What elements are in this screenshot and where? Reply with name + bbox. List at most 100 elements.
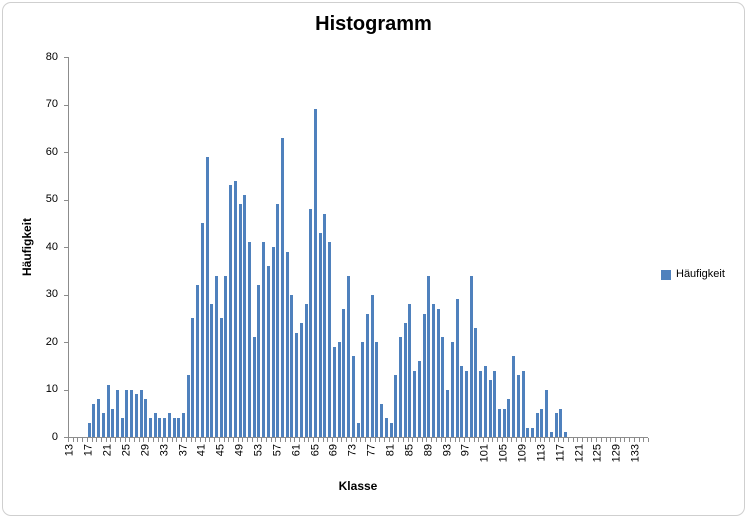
bar[interactable] (493, 370, 497, 437)
bar[interactable] (398, 337, 402, 437)
bar[interactable] (389, 422, 393, 437)
bar[interactable] (417, 361, 421, 437)
bar[interactable] (229, 185, 233, 437)
bar[interactable] (196, 285, 200, 437)
y-axis-title[interactable]: Häufigkeit (20, 217, 34, 277)
bar[interactable] (516, 375, 520, 437)
bar[interactable] (248, 242, 252, 437)
bar[interactable] (177, 418, 181, 437)
bar[interactable] (149, 418, 153, 437)
bar[interactable] (238, 204, 242, 437)
bar[interactable] (205, 156, 209, 437)
bar[interactable] (243, 194, 247, 437)
bar[interactable] (483, 365, 487, 437)
bar[interactable] (153, 413, 157, 437)
bar[interactable] (219, 318, 223, 437)
bar[interactable] (464, 370, 468, 437)
bar[interactable] (431, 304, 435, 437)
bar[interactable] (304, 304, 308, 437)
bar[interactable] (450, 342, 454, 437)
bar[interactable] (507, 399, 511, 437)
bar[interactable] (111, 408, 115, 437)
bar[interactable] (309, 209, 313, 437)
bar[interactable] (427, 275, 431, 437)
bar[interactable] (116, 389, 119, 437)
bar[interactable] (144, 399, 148, 437)
bar[interactable] (384, 418, 388, 437)
legend[interactable]: Häufigkeit (661, 268, 725, 281)
bar[interactable] (92, 403, 96, 437)
bar[interactable] (285, 251, 289, 437)
bar[interactable] (139, 389, 143, 437)
bar[interactable] (323, 213, 327, 437)
bar[interactable] (530, 427, 534, 437)
bar[interactable] (186, 375, 190, 437)
bar[interactable] (318, 232, 322, 437)
bar[interactable] (167, 413, 171, 437)
bar[interactable] (370, 294, 374, 437)
chart-title[interactable]: Histogramm (315, 13, 432, 35)
bar[interactable] (455, 299, 459, 437)
bar[interactable] (422, 313, 426, 437)
bar[interactable] (441, 337, 445, 437)
bar[interactable] (182, 413, 186, 437)
bar[interactable] (521, 370, 525, 437)
bar[interactable] (337, 342, 341, 437)
bar[interactable] (101, 413, 105, 437)
bar[interactable] (413, 370, 417, 437)
bar[interactable] (342, 308, 346, 437)
bar[interactable] (210, 304, 214, 437)
bar[interactable] (106, 384, 110, 437)
bar[interactable] (502, 408, 506, 437)
bar[interactable] (559, 408, 563, 437)
bar[interactable] (408, 304, 412, 437)
bar[interactable] (446, 389, 450, 437)
bar[interactable] (361, 342, 365, 437)
bar[interactable] (535, 413, 539, 437)
bar[interactable] (365, 313, 369, 437)
bar[interactable] (563, 432, 567, 437)
bar[interactable] (215, 275, 219, 437)
bar[interactable] (257, 285, 261, 437)
bar[interactable] (125, 389, 129, 437)
bar[interactable] (281, 137, 285, 437)
bar[interactable] (351, 356, 355, 437)
bar[interactable] (97, 399, 101, 437)
bar[interactable] (262, 242, 266, 437)
bar[interactable] (266, 266, 270, 437)
bar[interactable] (87, 422, 91, 437)
bar[interactable] (460, 365, 464, 437)
bar[interactable] (554, 413, 558, 437)
bar[interactable] (469, 275, 473, 437)
bar[interactable] (375, 342, 379, 437)
bar[interactable] (549, 432, 553, 437)
bar[interactable] (191, 318, 195, 437)
x-axis-title[interactable]: Klasse (338, 479, 378, 493)
bar[interactable] (512, 356, 516, 437)
bar[interactable] (356, 422, 360, 437)
bar[interactable] (130, 389, 134, 437)
bar[interactable] (380, 403, 384, 437)
bar[interactable] (200, 223, 204, 437)
bar[interactable] (295, 332, 299, 437)
bar[interactable] (545, 389, 549, 437)
bar[interactable] (314, 109, 318, 437)
bar[interactable] (474, 327, 478, 437)
bar[interactable] (271, 247, 275, 437)
bar[interactable] (299, 323, 303, 437)
bar[interactable] (224, 275, 228, 437)
bar[interactable] (233, 180, 237, 437)
bar[interactable] (394, 375, 398, 437)
bar[interactable] (403, 323, 407, 437)
bar[interactable] (332, 346, 336, 437)
bar[interactable] (158, 418, 162, 437)
bar[interactable] (290, 294, 294, 437)
bar[interactable] (134, 394, 138, 437)
bar[interactable] (347, 275, 351, 437)
bar[interactable] (526, 427, 530, 437)
bar[interactable] (252, 337, 256, 437)
bar[interactable] (328, 242, 332, 437)
bar[interactable] (276, 204, 280, 437)
